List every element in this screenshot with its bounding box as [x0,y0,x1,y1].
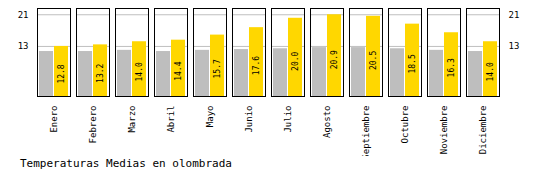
svg-text:Junio: Junio [244,106,254,133]
svg-text:13: 13 [18,41,29,51]
svg-text:21: 21 [18,10,29,20]
svg-text:18.5: 18.5 [408,54,417,73]
svg-text:20.5: 20.5 [369,51,378,70]
svg-text:15.7: 15.7 [213,59,222,78]
svg-text:Abril: Abril [166,106,176,133]
svg-text:Febrero: Febrero [88,106,98,144]
svg-text:Diciembre: Diciembre [478,106,488,155]
svg-text:Octubre: Octubre [400,106,410,144]
svg-text:12.8: 12.8 [57,64,66,83]
svg-text:Julio: Julio [283,106,293,133]
svg-text:14.0: 14.0 [486,62,495,81]
html-text:Temperaturas Medias en olombra: Temperaturas Medias en olombrada [20,157,232,170]
svg-text:14.0: 14.0 [135,62,144,81]
svg-text:Agosto: Agosto [322,106,332,139]
svg-text:16.3: 16.3 [447,58,456,77]
svg-text:14.4: 14.4 [174,61,183,80]
svg-text:20.9: 20.9 [330,50,339,69]
svg-text:Marzo: Marzo [127,106,137,133]
svg-text:Noviembre: Noviembre [439,106,449,155]
svg-text:Enero: Enero [49,106,59,133]
svg-text:21: 21 [509,10,520,20]
svg-text:13: 13 [509,41,520,51]
svg-text:13.2: 13.2 [96,63,105,82]
svg-text:Septiembre: Septiembre [361,106,371,157]
svg-text:17.6: 17.6 [252,56,261,75]
svg-text:20.0: 20.0 [291,51,300,70]
svg-text:Mayo: Mayo [205,106,215,128]
